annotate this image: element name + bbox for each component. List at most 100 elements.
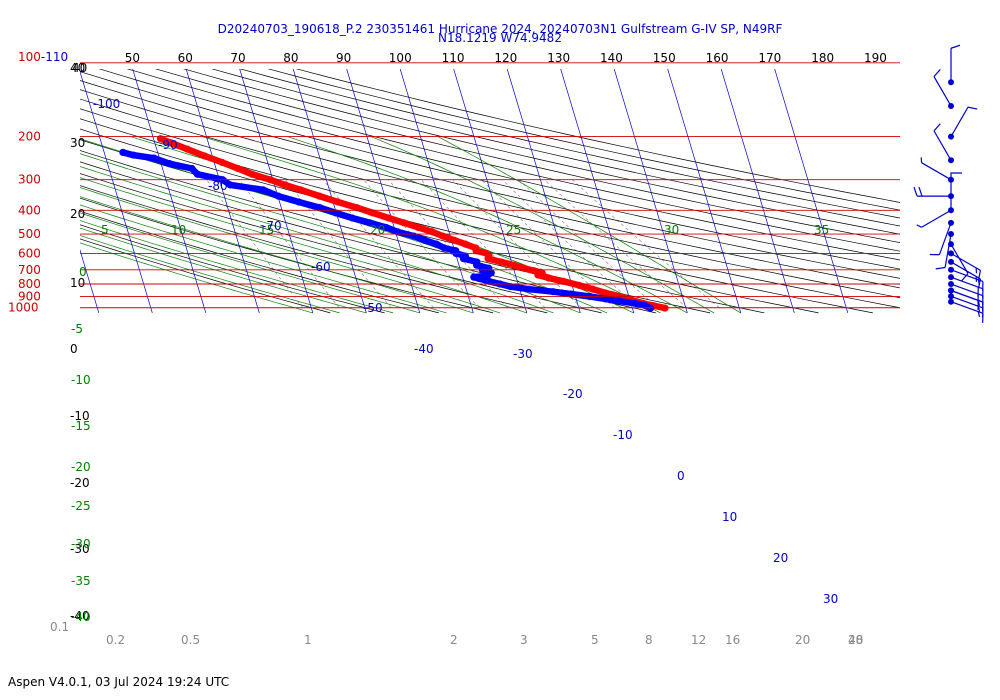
temperature-trace-point [559,277,567,285]
mixing-ratio-bottom-label: 5 [591,633,599,647]
isotherm-label: 0 [677,469,685,483]
temperature-tick-label: -20 [70,476,90,490]
wind-barb-staff [933,76,952,107]
temperature-trace-point [544,274,553,282]
dry-adiabat [80,89,900,289]
dewpoint-trace-point [525,285,533,293]
dewpoint-trace-point [226,181,234,189]
temperature-trace-point [497,258,505,266]
temperature-trace-point [218,158,226,167]
isotherm-label: -60 [311,260,331,274]
chart-title-line2: N18.1219 W74.9482 [438,31,562,45]
temperature-tick-label: -10 [70,409,90,423]
moist-adiabat [80,220,394,314]
mixing-ratio-tick-label: 10 [171,223,186,237]
theta-tick-label: 140 [600,51,623,65]
dry-adiabat [80,210,439,314]
mixing-ratio-tick-label: 0 [79,265,87,279]
dewpoint-trace-point [470,273,478,281]
theta-tick-label: 110 [442,51,465,65]
moist-adiabat [437,136,741,314]
wind-barb-staff [921,162,952,181]
mixing-ratio-bottom-label: 0.5 [181,633,200,647]
dewpoint-trace-point [316,203,324,212]
pressure-tick-label: 400 [18,203,41,217]
mixing-ratio-line [502,179,639,308]
dewpoint-trace-point [193,170,201,178]
temperature-trace-point [520,264,528,272]
mixing-ratio-tick-label: 5 [101,223,109,237]
theta-tick-label: 60 [178,51,193,65]
wind-barb-staff [933,130,952,161]
isotherm-label: 20 [773,551,788,565]
mixing-ratio-tick-label: -30 [71,537,91,551]
footer-version: Aspen V4.0.1, 03 Jul 2024 19:24 UTC [8,675,230,689]
mixing-ratio-bottom-label: 8 [645,633,653,647]
mixing-ratio-line [322,179,434,308]
theta-tick-label: 170 [758,51,781,65]
theta-tick-label: 90 [336,51,351,65]
pressure-tick-label: 200 [18,130,41,144]
wind-barb-staff [950,243,969,274]
theta-axis: 40 50 60 70 80 90 100 110 120 130 140 150 160 170 180 1… [72,51,887,75]
dry-adiabat [267,69,900,211]
dry-adiabat [80,173,602,314]
mixing-ratio-tick-label: 25 [506,223,521,237]
moist-adiabat [80,212,420,314]
mixing-ratio-bottom-label: 20 [795,633,810,647]
mixing-ratio-tick-label: -20 [71,460,91,474]
mixing-ratio-tick-label: 15 [259,223,274,237]
wind-barb-feather [977,278,982,289]
mixing-ratio-tick-label: -15 [71,419,91,433]
dewpoint-trace-point [188,164,196,173]
theta-tick-label: 180 [811,51,834,65]
wind-barb-staff [944,233,952,268]
dewpoint-trace-point [332,209,340,217]
temperature-trace-point [183,145,191,153]
mixing-ratio-bottom-label: 3 [520,633,528,647]
wind-barb-staff [950,301,984,314]
wind-barb-feather [933,123,941,132]
theta-tick-label: 190 [864,51,887,65]
wind-barb-staff [950,276,984,290]
theta-tick-label: 100 [389,51,412,65]
temperature-trace-point [385,214,393,222]
pressure-tick-label: 500 [18,227,41,241]
mixing-ratio-bottom-label: 28 [848,633,863,647]
isotherm-label: -10 [613,428,633,442]
dry-adiabat [80,224,385,314]
wind-top-staff [950,172,962,213]
dry-adiabat [80,185,548,314]
isotherm [774,69,849,314]
temperature-trace-point [234,164,242,173]
mixing-ratio-bottom-label: 1 [304,633,312,647]
dewpoint-trace-point [150,154,158,162]
mixing-ratio-tick-label: -25 [71,499,91,513]
dewpoint-trace-point [295,198,303,206]
temperature-trace-point [296,186,305,194]
pressure-tick-label: 1000 [8,301,39,315]
top-pressure-label: 100-110 [18,50,68,64]
dewpoint-trace-point [452,247,460,255]
dry-adiabat [80,118,873,314]
mixing-ratio-top-labels: 5 10 15 20 25 30 35 [101,223,829,237]
temperature-tick-label: -30 [70,542,90,556]
theta-tick-label: 50 [125,51,140,65]
isotherm [667,69,742,314]
temperature-trace-point [334,198,342,206]
isotherm [720,69,795,314]
wind-barb-staff [938,222,952,255]
isotherm-label: -30 [513,347,533,361]
moist-adiabat [80,204,447,314]
mixing-ratio-left-labels: 0-5-10-15-20-25-30-35-40 [71,265,91,624]
dewpoint-trace-point [461,252,469,260]
temperature-trace-point [510,261,518,269]
wind-barb-feather [950,44,961,49]
dewpoint-trace-point [421,236,429,244]
dewpoint-trace-point [433,240,441,248]
isotherm-label: -40 [414,342,434,356]
isotherm [453,69,528,314]
wind-barb-feather [935,266,946,270]
